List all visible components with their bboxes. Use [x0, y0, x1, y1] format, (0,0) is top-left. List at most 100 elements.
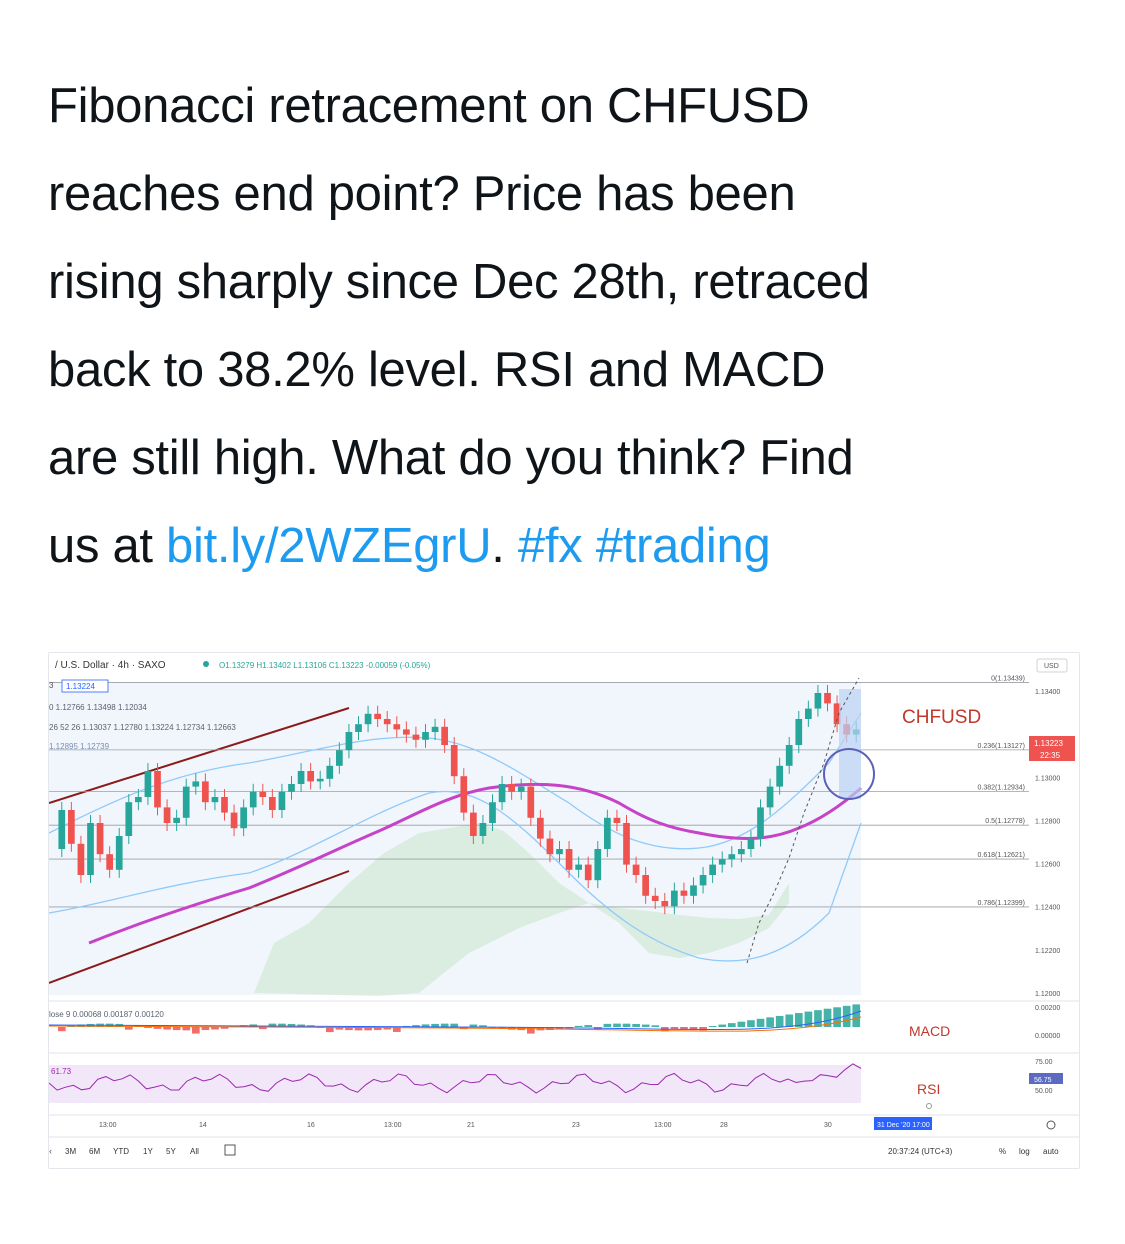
fib-label: 0(1.13439) [991, 676, 1025, 683]
macd-bar [527, 1027, 535, 1034]
macd-bar [440, 1023, 449, 1027]
macd-axis-top: 0.00200 [1035, 1005, 1060, 1012]
macd-bar [431, 1023, 439, 1027]
chart-image[interactable]: 0(1.13439) 0.236(1.13127) 0.382(1.12934) 0.… [48, 652, 1080, 1169]
toggle-percent[interactable]: % [999, 1147, 1006, 1156]
hashtag-fx[interactable]: #fx [517, 519, 583, 573]
candle-body [173, 817, 180, 823]
candle-body [814, 693, 822, 709]
candle-body [115, 836, 123, 870]
candle-body [383, 719, 391, 725]
candle-body [833, 703, 841, 725]
macd-bar [201, 1027, 210, 1031]
rsi-line [49, 1063, 862, 1094]
hashtag-trading[interactable]: #trading [595, 519, 771, 573]
macd-bar [144, 1027, 152, 1029]
candle-body [584, 864, 592, 881]
price-axis-label: 1.12200 [1035, 948, 1060, 955]
price-axis-label: 1.12600 [1035, 862, 1060, 869]
candle-body [87, 823, 94, 875]
macd-bar [153, 1027, 162, 1029]
macd-bar [364, 1027, 372, 1031]
candle-body [249, 791, 257, 808]
legend-ma: 1.12895 1.12739 [49, 742, 110, 751]
rsi-band [49, 1065, 861, 1103]
countdown-chip [1029, 749, 1075, 761]
candle-body [163, 807, 171, 823]
range-6m[interactable]: 6M [89, 1147, 100, 1156]
time-axis-label: 16 [307, 1122, 315, 1129]
candle-body [508, 784, 515, 792]
range-prev-icon[interactable]: ‹ [49, 1146, 52, 1156]
clock-readout: 20:37:24 (UTC+3) [888, 1147, 953, 1156]
macd-bar [775, 1015, 784, 1027]
range-5y[interactable]: 5Y [166, 1147, 176, 1156]
ichimoku-cloud [254, 823, 789, 996]
range-ytd[interactable]: YTD [113, 1147, 129, 1156]
candle-body [565, 849, 573, 870]
tweet-link[interactable]: bit.ly/2WZEgrU [166, 519, 492, 573]
price-axis-label: 1.12400 [1035, 905, 1060, 912]
range-3m[interactable]: 3M [65, 1147, 76, 1156]
price-axis-label: 1.12000 [1035, 991, 1060, 998]
candle-body [805, 708, 812, 719]
candle-body [154, 771, 161, 808]
macd-bar [163, 1027, 171, 1030]
currency-chip[interactable] [1036, 658, 1068, 673]
toggle-auto[interactable]: auto [1043, 1147, 1059, 1156]
candle-body [690, 885, 697, 896]
candle-body [575, 864, 582, 870]
rsi-axis-top: 75.00 [1035, 1059, 1053, 1066]
candle-body [441, 726, 448, 745]
candlesticks [58, 685, 860, 915]
candle-body [393, 724, 401, 730]
candle-body [221, 797, 228, 813]
candle-body [498, 784, 506, 803]
calendar-icon[interactable] [224, 1144, 236, 1156]
candle-body [125, 802, 133, 836]
rsi-chip-text: 56.75 [1034, 1077, 1052, 1084]
candle-body [431, 726, 439, 732]
fib-label: 0.382(1.12934) [978, 785, 1025, 792]
candle-body [297, 771, 305, 784]
range-1y[interactable]: 1Y [143, 1147, 153, 1156]
macd-bar [842, 1005, 851, 1027]
macd-bar [680, 1027, 688, 1030]
macd-bar [479, 1025, 487, 1027]
range-all[interactable]: All [190, 1147, 199, 1156]
gear-icon[interactable] [1046, 1120, 1056, 1130]
highlight-circle [823, 748, 875, 800]
toggle-log[interactable]: log [1019, 1147, 1030, 1156]
candle-body [795, 719, 803, 745]
candle-body [776, 765, 783, 787]
candle-body [288, 784, 295, 792]
macd-bar [335, 1027, 344, 1030]
time-axis-label: 13:00 [384, 1122, 402, 1129]
rsi-chip [1029, 1073, 1063, 1084]
tweet-line: back to 38.2% level. RSI and MACD [48, 343, 826, 397]
legend-ichimoku: 26 52 26 1.13037 1.12780 1.13224 1.12734… [49, 723, 236, 732]
candle-body [738, 849, 745, 855]
rsi-settings-icon[interactable] [926, 1103, 932, 1109]
macd-bar [412, 1025, 420, 1027]
candle-body [632, 864, 640, 875]
candle-body [556, 849, 563, 855]
price-chip-text: 1.13224 [66, 682, 95, 691]
candle-body [824, 693, 831, 704]
macd-bar [211, 1027, 219, 1030]
macd-bar [278, 1023, 286, 1027]
macd-bar [603, 1023, 612, 1027]
macd-bar [58, 1027, 66, 1032]
candle-body [96, 823, 104, 855]
macd-title: MACD [909, 1023, 950, 1039]
price-chip [61, 679, 109, 693]
live-dot-icon [203, 661, 209, 667]
candle-body [470, 812, 477, 836]
tweet-line: Fibonacci retracement on CHFUSD [48, 79, 810, 133]
macd-bar [373, 1027, 382, 1031]
macd-bar [651, 1025, 660, 1027]
candle-body [671, 890, 678, 907]
tweet-line: rising sharply since Dec 28th, retraced [48, 255, 870, 309]
symbol-label: CHFUSD [902, 707, 981, 728]
time-axis: 13:00 14 16 13:00 21 23 13:00 28 30 [99, 1122, 832, 1129]
